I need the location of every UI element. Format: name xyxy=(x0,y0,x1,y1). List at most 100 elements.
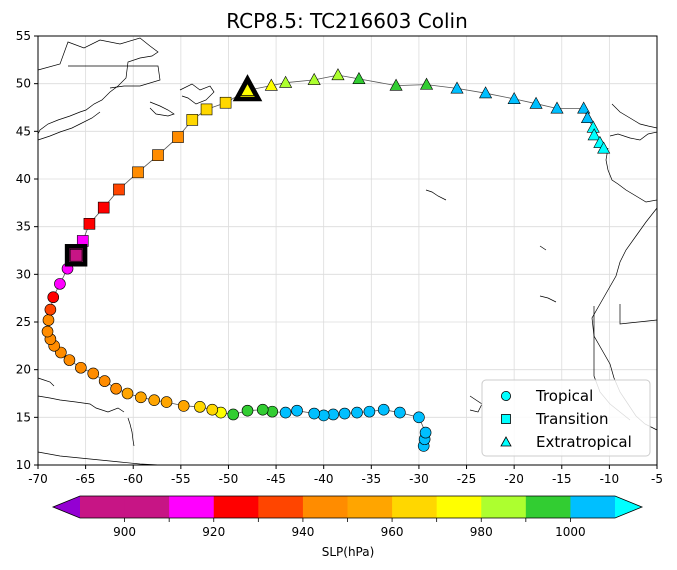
colorbar-tick-label: 900 xyxy=(113,525,136,539)
track-point-tropical xyxy=(177,400,190,412)
track-point-tropical xyxy=(308,407,320,420)
colorbar-bin xyxy=(302,496,348,518)
y-axis: 10 15 20 25 30 35 40 45 50 55 xyxy=(16,29,38,472)
x-tick-label: -5 xyxy=(651,472,663,486)
track-point-extratropical xyxy=(529,96,543,109)
coastline-new-england xyxy=(37,111,101,141)
x-tick-label: -20 xyxy=(504,472,524,486)
coastline-nova-scotia xyxy=(149,101,175,117)
legend-circle-icon xyxy=(500,390,511,401)
colorbar-outline xyxy=(51,495,644,519)
track-point-tropical xyxy=(227,408,240,421)
colorbar-bin xyxy=(213,496,259,518)
track-point-extratropical xyxy=(307,72,321,85)
track-point-tropical xyxy=(351,406,363,419)
track-point-transition xyxy=(113,183,125,196)
track-point-tropical xyxy=(41,325,54,338)
colorbar-tick-label: 960 xyxy=(381,525,404,539)
colorbar-tick-label: 980 xyxy=(470,525,493,539)
track-point-tropical xyxy=(363,405,376,418)
track-point-tropical xyxy=(338,407,351,420)
coastline-iberia xyxy=(605,131,658,203)
colorbar-bin xyxy=(124,496,170,518)
y-tick-label: 40 xyxy=(16,172,31,186)
track-point-tropical xyxy=(419,426,432,439)
track-point-tropical xyxy=(87,367,100,380)
track-point-tropical xyxy=(98,375,111,387)
coastline-africa-border-2 xyxy=(619,304,658,325)
x-tick-label: -25 xyxy=(457,472,477,486)
y-tick-label: 10 xyxy=(16,458,31,472)
colorbar-tick-label: 940 xyxy=(291,525,314,539)
track-point-extratropical xyxy=(419,77,434,90)
track-point-transition xyxy=(219,96,232,109)
track-point-tropical xyxy=(291,404,303,417)
track-markers xyxy=(41,68,611,452)
colorbar-label: SLP(hPa) xyxy=(322,545,375,559)
track-point-extratropical xyxy=(479,86,493,99)
track-point-extratropical xyxy=(389,78,403,91)
x-tick-label: -15 xyxy=(552,472,572,486)
track-point-extratropical xyxy=(279,75,293,88)
x-tick-label: -10 xyxy=(600,472,620,486)
highlight-markers xyxy=(64,74,263,267)
track-point-tropical xyxy=(194,401,206,413)
colorbar-under-arrow xyxy=(53,496,80,518)
plot-frame xyxy=(37,35,658,466)
y-tick-label: 45 xyxy=(16,124,31,138)
y-tick-label: 35 xyxy=(16,220,31,234)
x-tick-label: -70 xyxy=(28,472,48,486)
highlight-marker-inner xyxy=(69,248,83,262)
track-point-extratropical xyxy=(331,68,345,81)
track-point-tropical xyxy=(63,354,76,366)
track-point-tropical xyxy=(110,382,122,395)
track-point-transition xyxy=(172,131,184,143)
track-point-tropical xyxy=(413,411,425,424)
legend-label: Transition xyxy=(535,410,609,428)
track-point-extratropical xyxy=(597,141,611,154)
coastline-north-america xyxy=(37,37,159,135)
y-tick-label: 25 xyxy=(16,315,31,329)
track-point-tropical xyxy=(44,303,57,316)
coastline-madeira xyxy=(539,245,547,251)
legend-triangle-icon xyxy=(500,436,512,447)
x-tick-label: -35 xyxy=(362,472,382,486)
legend-entry-extratropical: Extratropical xyxy=(500,433,632,451)
y-tick-label: 55 xyxy=(16,29,31,43)
colorbar-tick-label: 920 xyxy=(202,525,225,539)
track-point-extratropical xyxy=(450,81,464,94)
track-point-extratropical xyxy=(580,111,595,124)
x-tick-label: -45 xyxy=(266,472,286,486)
x-tick-label: -40 xyxy=(314,472,334,486)
coastline-south-america xyxy=(37,451,161,466)
track-point-tropical xyxy=(279,406,292,419)
coastline-caribbean xyxy=(37,395,125,413)
colorbar-over-arrow xyxy=(615,496,642,518)
x-tick-label: -60 xyxy=(123,472,143,486)
track-point-tropical xyxy=(317,409,330,422)
track-point-tropical xyxy=(121,387,134,400)
highlight-marker-inner xyxy=(240,82,255,96)
colorbar-bin xyxy=(169,496,215,518)
track-point-tropical xyxy=(148,394,160,406)
track-point-tropical xyxy=(377,403,390,416)
colorbar: 900 920 940 960 980 1000 xyxy=(51,495,644,539)
track-point-tropical xyxy=(206,403,219,416)
colorbar-bin xyxy=(525,496,571,518)
legend-label: Tropical xyxy=(535,387,593,405)
track-point-tropical xyxy=(394,406,406,419)
x-tick-label: -50 xyxy=(219,472,239,486)
y-tick-label: 50 xyxy=(16,77,31,91)
x-tick-label: -30 xyxy=(409,472,429,486)
coastline-azores xyxy=(425,189,447,201)
track-point-tropical xyxy=(160,396,173,408)
colorbar-bin xyxy=(436,496,482,518)
coastline-newfoundland xyxy=(179,83,215,105)
colorbar-bin xyxy=(481,496,527,518)
track-point-extratropical xyxy=(550,101,564,114)
track-point-extratropical xyxy=(352,71,366,84)
track-point-tropical xyxy=(54,278,66,290)
track-point-tropical xyxy=(75,361,87,374)
colorbar-tick-label: 1000 xyxy=(555,525,586,539)
plot-area xyxy=(37,35,658,466)
